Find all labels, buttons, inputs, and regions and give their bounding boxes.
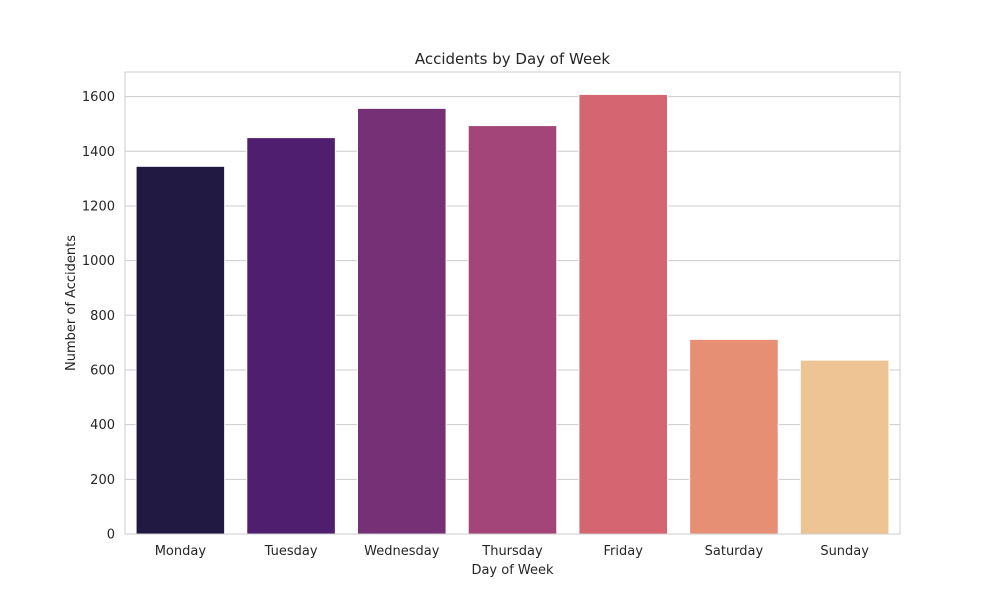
y-tick-label: 600 (90, 363, 115, 378)
x-tick-label: Monday (155, 544, 207, 559)
y-tick-label: 1600 (82, 90, 115, 105)
x-tick-label: Sunday (820, 544, 869, 559)
y-tick-label: 1400 (82, 145, 115, 160)
y-axis-ticks: 0 200 400 600 800 1000 1200 1400 1600 (82, 90, 115, 542)
plot-frame (124, 71, 901, 535)
x-tick-label: Thursday (481, 544, 543, 559)
bar-wednesday (357, 107, 447, 535)
y-tick-label: 400 (90, 418, 115, 433)
bar-tuesday (246, 137, 336, 535)
y-tick-label: 1000 (82, 254, 115, 269)
x-tick-label: Tuesday (264, 544, 318, 559)
bar-sunday (799, 359, 890, 535)
y-tick-label: 200 (90, 473, 115, 488)
x-tick-label: Friday (604, 544, 644, 559)
bars (135, 93, 890, 535)
x-tick-label: Saturday (705, 544, 764, 559)
y-tick-label: 1200 (82, 199, 115, 214)
x-tick-label: Wednesday (364, 544, 440, 559)
x-axis-label: Day of Week (471, 563, 554, 578)
bar-thursday (467, 125, 558, 535)
bar-friday (578, 93, 669, 535)
bar-monday (135, 165, 226, 535)
y-tick-label: 0 (107, 528, 115, 543)
x-axis-ticks: Monday Tuesday Wednesday Thursday Friday Satu… (155, 544, 870, 559)
y-tick-label: 800 (90, 309, 115, 324)
y-axis-label: Number of Accidents (64, 235, 79, 371)
chart-title: Accidents by Day of Week (415, 50, 611, 68)
bar-saturday (689, 338, 779, 535)
